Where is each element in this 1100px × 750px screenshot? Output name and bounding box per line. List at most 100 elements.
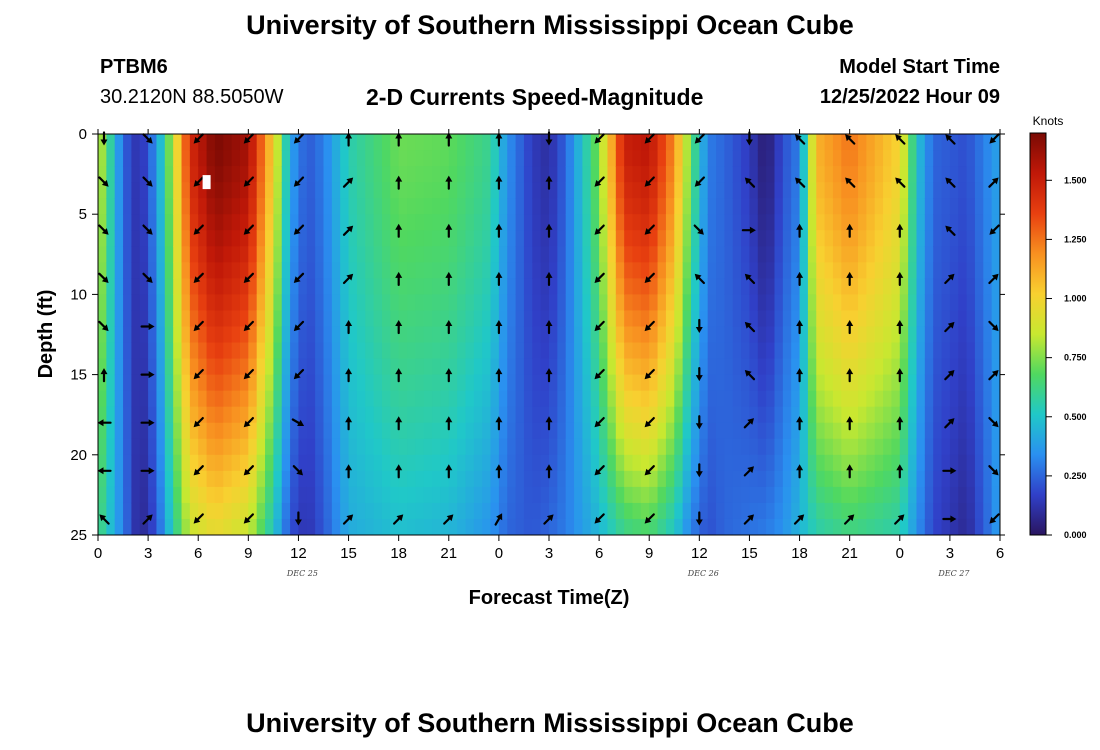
heatmap-cell: [615, 326, 625, 344]
current-arrow: [988, 177, 999, 188]
heatmap-cell: [757, 374, 767, 392]
heatmap-cell: [974, 486, 984, 504]
heatmap-cell: [206, 518, 216, 535]
heatmap-cell: [582, 198, 592, 215]
heatmap-cell: [699, 198, 709, 215]
heatmap-cell: [540, 182, 550, 199]
heatmap-cell: [574, 358, 584, 376]
heatmap-cell: [381, 294, 391, 312]
heatmap-cell: [899, 390, 909, 408]
heatmap-cell: [891, 166, 901, 183]
heatmap-cell: [231, 390, 241, 408]
heatmap-cell: [649, 470, 659, 488]
heatmap-cell: [707, 134, 717, 151]
heatmap-cell: [582, 246, 592, 263]
heatmap-cell: [415, 166, 425, 183]
heatmap-cell: [908, 310, 918, 328]
heatmap-cell: [507, 262, 517, 279]
heatmap-cell: [415, 342, 425, 360]
heatmap-cell: [958, 470, 968, 488]
heatmap-cell: [340, 518, 350, 535]
heatmap-cell: [256, 374, 266, 392]
heatmap-cell: [148, 134, 158, 151]
heatmap-cell: [991, 422, 1000, 440]
heatmap-cell: [690, 294, 700, 312]
heatmap-cell: [599, 294, 609, 312]
heatmap-cell: [323, 486, 333, 504]
heatmap-cell: [574, 278, 584, 295]
heatmap-cell: [148, 470, 158, 488]
heatmap-cell: [131, 438, 141, 456]
heatmap-cell: [749, 134, 759, 151]
heatmap-cell: [323, 262, 333, 279]
heatmap-cell: [507, 422, 517, 440]
heatmap-cell: [248, 470, 258, 488]
heatmap-cell: [924, 310, 934, 328]
heatmap-cell: [415, 374, 425, 392]
heatmap-cell: [164, 214, 174, 231]
heatmap-cell: [398, 454, 408, 472]
heatmap-cell: [632, 326, 642, 344]
heatmap-cell: [782, 310, 792, 328]
heatmap-cell: [348, 230, 358, 247]
colorbar-tick-label: 1.250: [1064, 234, 1087, 244]
current-arrow: [193, 513, 204, 524]
heatmap-cell: [273, 294, 283, 312]
heatmap-cell: [373, 294, 383, 312]
heatmap-cell: [532, 166, 542, 183]
heatmap-cell: [841, 246, 851, 263]
heatmap-cell: [590, 502, 600, 520]
heatmap-cell: [866, 358, 876, 376]
heatmap-cell: [290, 454, 300, 472]
heatmap-cell: [590, 294, 600, 312]
heatmap-cell: [557, 262, 567, 279]
heatmap-cell: [473, 166, 483, 183]
heatmap-cell: [415, 358, 425, 376]
heatmap-cell: [599, 374, 609, 392]
heatmap-cell: [432, 470, 442, 488]
current-arrow: [896, 320, 904, 335]
heatmap-cell: [214, 278, 224, 295]
heatmap-cell: [958, 294, 968, 312]
heatmap-cell: [924, 502, 934, 520]
colorbar-tick-label: 0.750: [1064, 353, 1087, 363]
heatmap-cell: [874, 342, 884, 360]
heatmap-cell: [891, 310, 901, 328]
heatmap-cell: [365, 486, 375, 504]
heatmap-cell: [407, 326, 416, 344]
heatmap-cell: [674, 470, 684, 488]
heatmap-cell: [640, 358, 650, 376]
heatmap-cell: [757, 134, 767, 151]
heatmap-cell: [457, 390, 467, 408]
heatmap-cell: [799, 342, 809, 360]
heatmap-cell: [782, 438, 792, 456]
heatmap-cell: [582, 262, 592, 279]
current-arrow: [594, 133, 605, 144]
heatmap-cell: [958, 390, 968, 408]
heatmap-cell: [248, 214, 258, 231]
heatmap-cell: [198, 518, 208, 535]
heatmap-cell: [766, 470, 776, 488]
current-arrow: [644, 417, 655, 428]
heatmap-cell: [265, 182, 274, 199]
heatmap-cell: [699, 342, 709, 360]
heatmap-cell: [131, 454, 141, 472]
heatmap-cell: [256, 342, 266, 360]
heatmap-cell: [565, 198, 575, 215]
heatmap-cell: [557, 374, 567, 392]
heatmap-cell: [983, 422, 993, 440]
heatmap-cell: [340, 438, 350, 456]
heatmap-cell: [807, 518, 817, 535]
heatmap-cell: [649, 390, 659, 408]
heatmap-cell: [791, 214, 801, 231]
heatmap-cell: [407, 342, 416, 360]
heatmap-cell: [741, 134, 751, 151]
heatmap-cell: [348, 134, 358, 151]
heatmap-cell: [824, 486, 834, 504]
heatmap-cell: [649, 262, 659, 279]
heatmap-cell: [858, 326, 867, 344]
heatmap-cell: [432, 262, 442, 279]
heatmap-cell: [757, 166, 767, 183]
heatmap-cell: [966, 198, 976, 215]
heatmap-cell: [891, 262, 901, 279]
